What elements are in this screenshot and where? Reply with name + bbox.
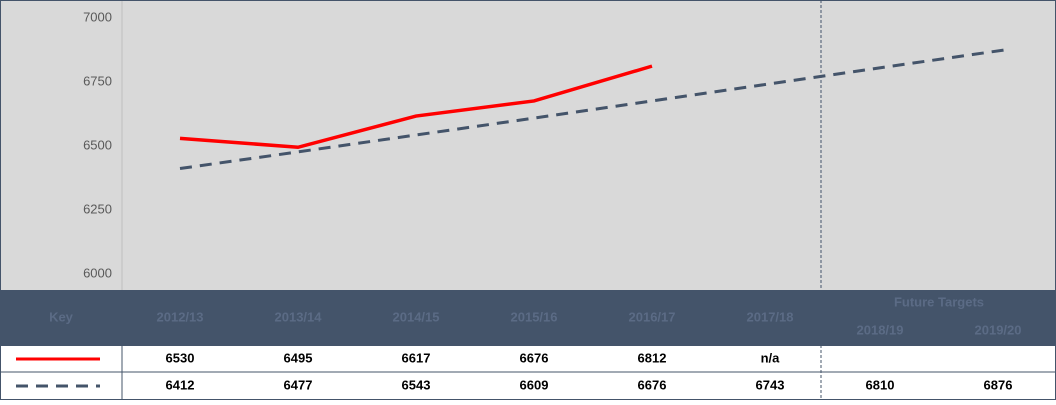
x-tick-label: 2019/20 xyxy=(975,322,1022,337)
table-cell: 6530 xyxy=(166,350,195,365)
table-cell: 6676 xyxy=(638,377,667,392)
table-cell: 6676 xyxy=(520,350,549,365)
series-line xyxy=(179,64,653,150)
y-tick-label: 6000 xyxy=(83,265,112,280)
group-label: Future Targets xyxy=(894,294,984,309)
y-tick-label: 6500 xyxy=(83,137,112,152)
x-tick-label: 2016/17 xyxy=(629,309,676,324)
y-tick-label: 6250 xyxy=(83,201,112,216)
table-cell: 6412 xyxy=(166,377,195,392)
table-cell: 6543 xyxy=(402,377,431,392)
table-header xyxy=(0,290,1056,346)
table-cell: 6609 xyxy=(520,377,549,392)
key-header: Key xyxy=(49,309,74,324)
x-tick-label: 2013/14 xyxy=(275,309,323,324)
table-cell: 6810 xyxy=(866,377,895,392)
table-body xyxy=(0,346,1056,400)
table-cell: 6495 xyxy=(284,350,313,365)
table-cell: 6743 xyxy=(756,377,785,392)
x-tick-label: 2017/18 xyxy=(747,309,794,324)
table-cell: 6617 xyxy=(402,350,431,365)
x-tick-label: 2015/16 xyxy=(511,309,558,324)
y-tick-label: 7000 xyxy=(83,9,112,24)
x-tick-label: 2012/13 xyxy=(157,309,204,324)
table-cell: 6812 xyxy=(638,350,667,365)
table-cell: n/a xyxy=(761,350,781,365)
x-tick-label: 2014/15 xyxy=(393,309,440,324)
plot-background xyxy=(0,0,1056,290)
table-cell: 6876 xyxy=(984,377,1013,392)
y-tick-label: 6750 xyxy=(83,73,112,88)
x-tick-label: 2018/19 xyxy=(857,322,904,337)
table-cell: 6477 xyxy=(284,377,313,392)
